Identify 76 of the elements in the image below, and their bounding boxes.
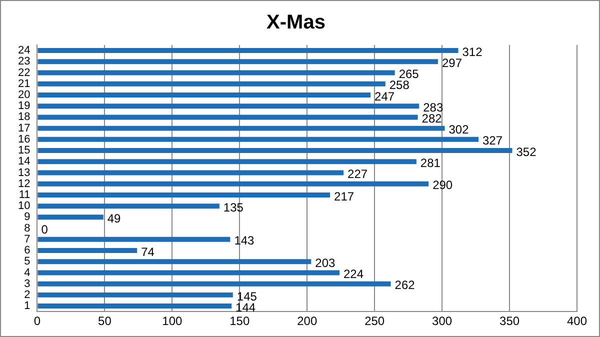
y-tick-label: 3 (24, 278, 30, 290)
y-tick-label: 13 (18, 166, 30, 179)
data-label: 297 (442, 56, 462, 70)
x-tick-label: 50 (98, 314, 112, 328)
y-tick-label: 11 (18, 188, 30, 201)
y-tick-label: 20 (18, 89, 30, 102)
y-tick-label: 17 (18, 122, 30, 134)
bar (38, 292, 233, 298)
bar (38, 92, 371, 98)
data-label: 290 (432, 178, 453, 192)
bar (38, 104, 420, 109)
data-label: 227 (348, 167, 368, 182)
data-label: 224 (344, 267, 364, 282)
y-tick-label: 15 (18, 144, 30, 157)
bar (38, 204, 220, 209)
bar (38, 48, 458, 54)
data-label: 352 (516, 144, 537, 159)
bar (38, 81, 386, 86)
y-tick-label: 4 (24, 266, 30, 279)
y-tick-label: 10 (18, 200, 30, 212)
data-label: 143 (234, 234, 255, 248)
bar (38, 304, 232, 309)
y-tick-label: 1 (24, 300, 30, 312)
data-label: 281 (420, 156, 441, 170)
bar (38, 270, 340, 276)
bar (38, 126, 445, 131)
bar (38, 236, 230, 242)
data-label: 203 (315, 256, 336, 270)
bar (38, 181, 429, 186)
y-tick-label: 14 (18, 156, 30, 168)
data-label: 49 (107, 211, 122, 226)
x-tick-label: 0 (34, 314, 41, 328)
data-label: 0 (41, 222, 48, 237)
y-tick-label: 23 (18, 56, 30, 68)
bar (38, 136, 478, 142)
bar (38, 148, 512, 154)
data-label: 312 (462, 44, 483, 59)
y-tick-label: 5 (24, 256, 30, 268)
y-tick-label: 9 (24, 211, 30, 224)
data-label: 135 (223, 200, 244, 214)
y-tick-label: 7 (24, 233, 30, 246)
y-tick-label: 8 (24, 222, 30, 234)
bar (38, 159, 416, 164)
y-tick-label: 21 (18, 78, 30, 90)
y-tick-label: 22 (18, 66, 30, 79)
bar (38, 59, 438, 64)
bar (38, 248, 138, 254)
data-label: 217 (334, 189, 354, 204)
data-label: 282 (422, 112, 442, 126)
bar (38, 259, 312, 264)
data-label: 302 (448, 122, 470, 137)
x-tick-label: 300 (432, 314, 452, 328)
x-tick-label: 150 (230, 314, 250, 328)
y-tick-label: 24 (18, 44, 30, 57)
x-tick-label: 350 (500, 314, 520, 328)
y-tick-label: 12 (18, 178, 30, 190)
y-tick-label: 2 (24, 288, 30, 301)
y-tick-label: 18 (18, 111, 30, 124)
data-label: 283 (423, 100, 444, 114)
data-label: 262 (394, 278, 416, 292)
bar (38, 281, 391, 286)
bar (38, 192, 330, 198)
x-tick-label: 400 (566, 314, 588, 328)
x-tick-label: 250 (364, 314, 385, 328)
x-tick-label: 200 (297, 314, 318, 328)
bar (38, 70, 395, 76)
chart-title: X-Mas (266, 12, 326, 34)
y-tick-label: 6 (24, 244, 30, 257)
y-tick-label: 16 (18, 133, 30, 146)
bar (38, 114, 418, 120)
y-tick-label: 19 (18, 100, 30, 112)
bar (38, 214, 104, 220)
data-label: 327 (482, 134, 503, 148)
bar (38, 170, 344, 176)
x-tick-label: 100 (162, 314, 183, 328)
data-label: 74 (141, 244, 155, 259)
